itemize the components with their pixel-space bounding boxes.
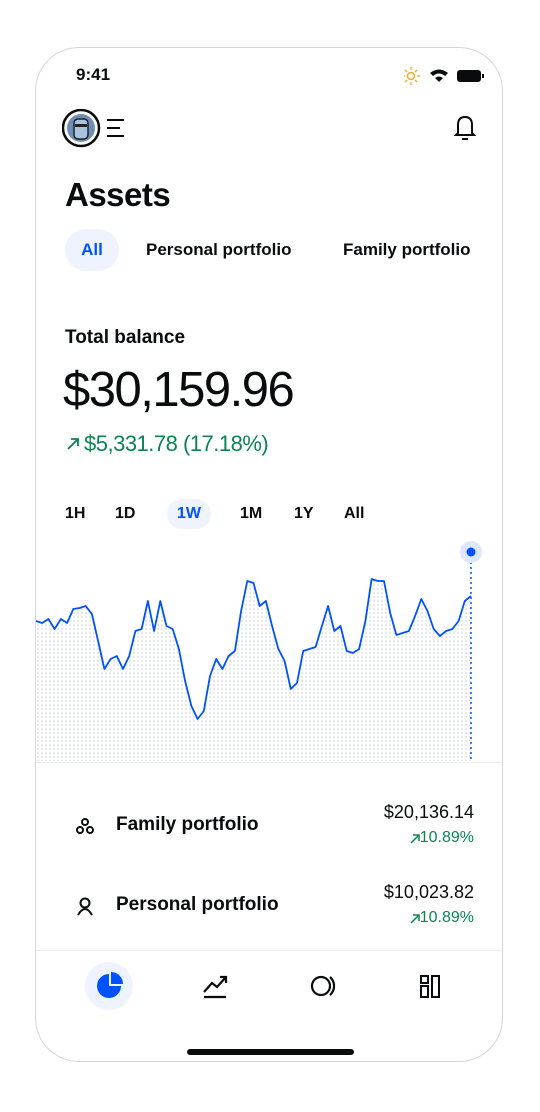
range[interactable]: 1Y — [294, 505, 314, 522]
portfolio-icon — [76, 818, 94, 834]
range[interactable]: 1H — [65, 505, 86, 522]
portfolio-name: Family portfolio — [116, 814, 259, 835]
portfolio-change: 10.89% — [419, 909, 474, 926]
divider — [36, 950, 502, 951]
portfolio-amount: $20,136.14 — [383, 802, 474, 822]
portfolio-icon — [77, 897, 93, 916]
portfolio-change: 10.89% — [419, 829, 474, 846]
tab[interactable]: Personal portfolio — [146, 240, 292, 259]
status-time: 9:41 — [76, 65, 111, 84]
range-active[interactable]: 1W — [167, 499, 211, 529]
portfolio-row[interactable]: Personal portfolio $10,023.82 10.89% — [36, 882, 502, 950]
balance-label: Total balance — [65, 327, 186, 348]
notifications-button[interactable] — [454, 114, 476, 142]
phone-screen: 9:41 Assets All Personal portfolio Famil… — [35, 47, 503, 1062]
nav-more[interactable] — [420, 975, 440, 998]
nav-trade[interactable] — [203, 975, 228, 999]
tab-active[interactable]: All — [65, 229, 119, 271]
bottom-nav — [85, 962, 440, 1010]
balance-amount: $30,159.96 — [63, 363, 295, 417]
nav-earn[interactable] — [310, 975, 336, 997]
balance-chart — [36, 541, 482, 761]
range[interactable]: 1M — [240, 505, 263, 522]
tab[interactable]: Family portfolio — [343, 240, 471, 259]
portfolio-amount: $10,023.82 — [383, 882, 474, 902]
range[interactable]: 1D — [115, 505, 136, 522]
arrow-up-icon — [67, 438, 79, 450]
status-icons — [404, 67, 484, 85]
chart-area — [36, 579, 471, 761]
chart-cursor-dot — [466, 547, 476, 557]
avatar-menu[interactable] — [62, 109, 132, 149]
portfolio-row[interactable]: Family portfolio $20,136.14 10.89% — [36, 802, 502, 870]
divider — [36, 762, 502, 763]
home-indicator — [187, 1049, 354, 1055]
page-title: Assets — [65, 176, 171, 213]
portfolio-name: Personal portfolio — [116, 894, 279, 915]
arrow-up-icon — [410, 834, 420, 844]
balance-change: $5,331.78 (17.18%) — [84, 431, 269, 456]
arrow-up-icon — [410, 914, 420, 924]
range[interactable]: All — [344, 505, 365, 522]
chart-line — [36, 578, 472, 720]
